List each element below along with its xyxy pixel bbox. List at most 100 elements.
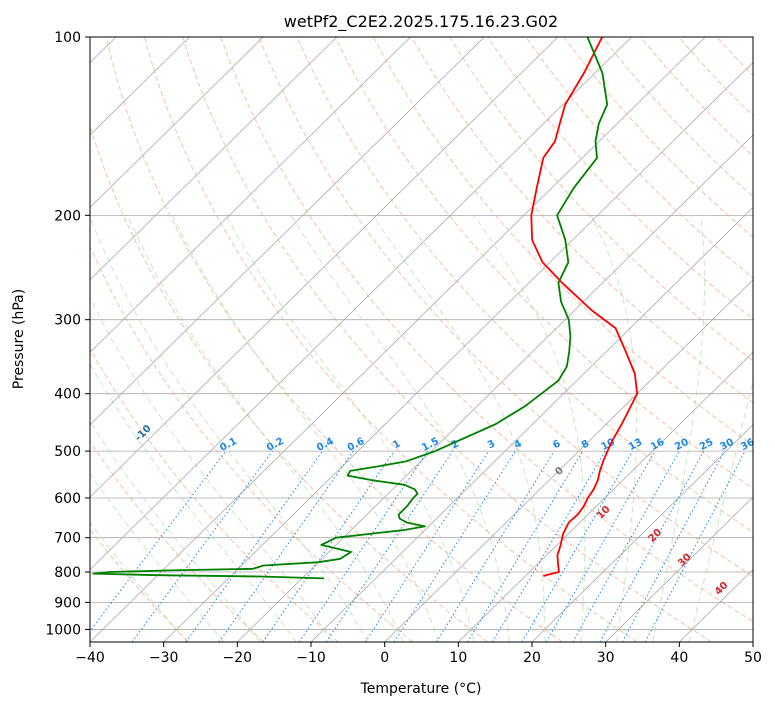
y-tick-label: 500 [54,444,81,460]
isotherm-line [752,641,753,642]
dry-adiabat-line [334,37,753,489]
moist-adiabat-line [290,215,510,642]
moist-adiabat-line [90,362,297,642]
mixing-ratio-line [599,450,705,642]
temperature-line [530,37,639,577]
moist-adiabat-line [127,215,404,642]
mixing-ratio-line [435,450,555,642]
y-tick-label: 700 [54,531,81,547]
mixing-ratio-label: 13 [627,437,644,453]
dry-adiabat-line [601,37,753,198]
dry-adiabat-line [182,37,712,642]
isotherm-line [163,61,753,642]
isotherm-line [310,206,753,642]
moist-adiabat-line [371,215,546,642]
mixing-ratio-label: 6 [551,438,562,451]
dry-adiabat-line [449,37,753,362]
x-tick-label: −40 [75,650,105,666]
isotherm-line [90,37,485,426]
mixing-ratio-label: 2 [450,438,461,451]
series-layer [92,37,639,580]
dry-adiabat-line [90,245,414,642]
y-tick-label: 600 [54,491,81,507]
y-tick-label: 800 [54,565,81,581]
mixing-ratio-line [521,450,634,642]
moist-adiabat-line [652,215,706,642]
mixing-ratio-line [393,450,516,642]
moist-adiabat-line [90,420,261,642]
x-tick-label: −30 [149,650,179,666]
mixing-ratio-label: 4 [512,438,523,451]
x-tick-label: 40 [670,650,688,666]
y-tick-label: 400 [54,387,81,403]
dry-adiabat-line [90,124,488,642]
mixing-ratio-line [131,450,273,642]
moist-adiabat-line [90,472,225,642]
dry-adiabat-line [487,37,753,320]
mixing-ratio-line [621,450,725,642]
dewpoint-line [92,37,609,580]
dry-adiabat-line [90,528,190,642]
y-tick-label: 1000 [45,622,81,638]
chart-title: wetPf2_C2E2.2025.175.16.23.G02 [284,12,558,32]
plot-frame [89,36,754,643]
dry-adiabat-line [640,37,753,157]
dry-adiabat-line [563,37,753,238]
x-axis-label: Temperature (°C) [360,681,482,697]
mixing-ratio-line [185,450,323,642]
mixing-ratio-line [218,450,354,642]
y-axis-label: Pressure (hPa) [11,289,27,389]
y-tick-label: 100 [54,30,81,46]
x-tick-label: 10 [449,650,467,666]
moist-adiabat-line [225,215,475,642]
moist-adiabat-line [688,379,753,642]
x-tick-label: 0 [380,650,389,666]
mixing-ratio-line [467,450,584,642]
isotherm-line [90,37,632,571]
dry-adiabat-line [90,347,339,642]
mixing-ratio-line [364,450,490,642]
moist-adiabat-label: 10 [595,504,613,522]
moist-adiabat-label: 20 [647,527,665,545]
mixing-ratio-line [572,450,680,642]
y-tick-label: 200 [54,208,81,224]
dry-adiabat-line [90,440,264,642]
dry-adiabat-line [220,37,753,623]
dry-adiabat-line [755,37,775,642]
x-axis: −40 −30 −20 −10 0 10 20 30 40 50 [75,642,762,666]
background-lines [90,37,775,642]
isotherm-line [90,37,264,208]
isotherm-line [90,37,411,353]
moist-adiabat-line [90,215,369,642]
dry-adiabat-label: -10 [133,423,154,444]
mixing-ratio-label: 16 [649,437,666,453]
dry-adiabat-line [411,37,753,404]
isotherm-line [605,496,753,642]
isotherm-line [384,279,753,642]
moist-adiabat-line [590,215,638,642]
dry-adiabat-line [258,37,753,577]
plot-area: 0.10.20.40.611.52346810131620253036-100-… [0,37,775,642]
dry-adiabat-label: -30 [0,358,1,379]
moist-adiabat-line [90,296,333,642]
dry-adiabat-line [678,37,753,117]
mixing-ratio-label: 8 [580,438,591,451]
mixing-ratio-label: 30 [718,437,735,453]
isotherm-line [237,134,753,642]
dry-adiabat-line [296,37,753,533]
x-tick-label: 20 [523,650,541,666]
mixing-ratio-line [545,450,656,642]
x-tick-label: 30 [597,650,615,666]
moist-adiabat-line [171,215,439,642]
moist-adiabat-label: 30 [676,552,694,570]
moist-adiabat-line [473,215,586,642]
isotherm-line [90,37,190,136]
isotherm-line [531,424,753,642]
isotherm-line [90,37,706,642]
y-tick-label: 300 [54,313,81,329]
dry-adiabat-line [525,37,753,279]
mixing-ratio-line [644,450,746,642]
x-tick-label: 50 [744,650,762,666]
mixing-ratio-label: 3 [486,438,497,451]
x-tick-label: −20 [223,650,253,666]
